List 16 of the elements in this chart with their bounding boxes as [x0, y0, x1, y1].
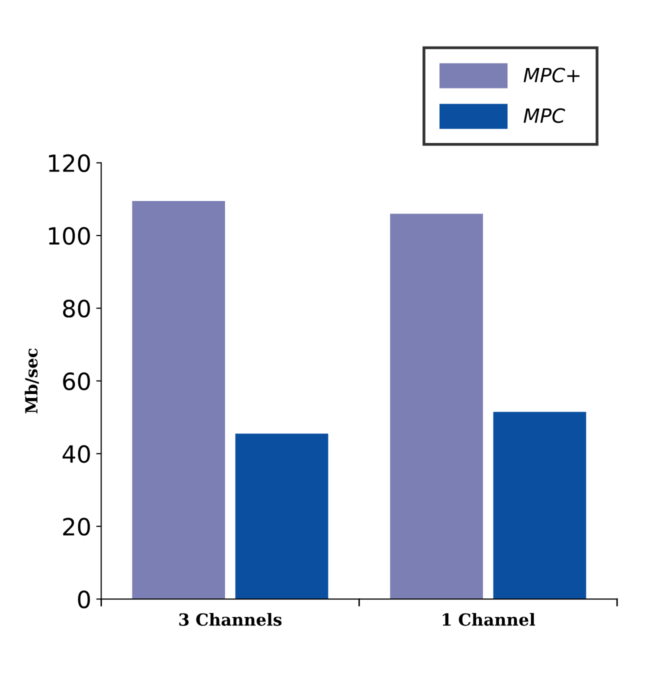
y-tick-label: 20	[63, 518, 90, 536]
bar	[493, 412, 586, 600]
legend-label: MPC+	[524, 68, 580, 82]
y-tick-label: 40	[62, 445, 90, 463]
y-tick-label: 80	[63, 300, 90, 318]
y-tick-label: 60	[63, 372, 90, 390]
x-tick-label: 1 Channel	[442, 612, 536, 626]
bar	[390, 214, 483, 600]
y-tick-label: 120	[49, 154, 90, 172]
x-tick-label: 3 Channels	[179, 612, 282, 626]
bar	[235, 434, 328, 600]
legend-label: MPC	[524, 108, 566, 123]
y-axis-title: Mb/sec	[24, 348, 39, 414]
y-tick-label: 0	[78, 590, 90, 608]
bar	[132, 200, 226, 600]
y-tick-label: 100	[49, 226, 90, 245]
